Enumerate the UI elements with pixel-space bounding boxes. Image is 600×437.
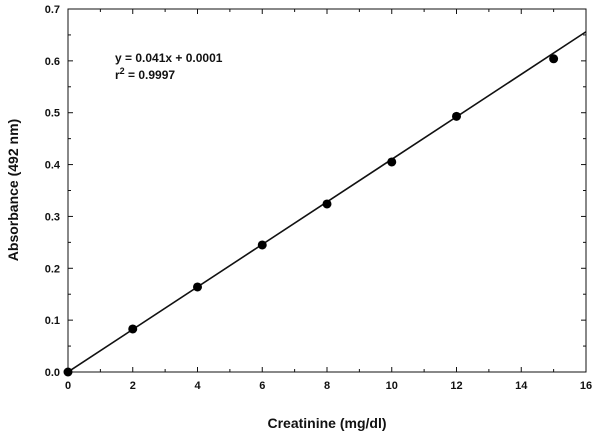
data-point <box>452 111 461 121</box>
x-tick-label: 16 <box>580 380 592 392</box>
y-tick-label: 0.1 <box>45 315 60 327</box>
r2-prefix: r <box>115 68 120 82</box>
y-tick-label: 0.3 <box>45 211 60 223</box>
y-tick-label: 0.2 <box>45 263 60 275</box>
y-axis-label: Absorbance (492 nm) <box>5 119 21 261</box>
x-tick-label: 4 <box>194 380 201 392</box>
r2-value: = 0.9997 <box>125 68 176 82</box>
data-point <box>193 282 202 292</box>
y-tick-label: 0.5 <box>45 108 60 120</box>
x-tick-label: 8 <box>324 380 330 392</box>
data-point <box>257 240 267 250</box>
r2-superscript: 2 <box>120 66 125 76</box>
x-tick-label: 6 <box>259 380 265 392</box>
equation-annotation: y = 0.041x + 0.0001 <box>115 51 223 65</box>
x-tick-label: 2 <box>130 380 136 392</box>
y-tick-label: 0.7 <box>45 4 60 16</box>
data-point <box>322 199 332 209</box>
x-axis-label: Creatinine (mg/dl) <box>267 415 386 431</box>
data-point <box>549 54 559 64</box>
x-tick-label: 0 <box>65 380 71 392</box>
data-point <box>63 367 73 377</box>
data-point <box>128 324 138 334</box>
r2-annotation: r2 = 0.9997 <box>115 66 175 82</box>
data-point <box>387 157 397 167</box>
x-tick-label: 14 <box>515 380 528 392</box>
x-axis: 0 2 4 6 8 10 12 14 16 <box>65 9 592 392</box>
y-tick-label: 0.4 <box>45 160 61 172</box>
y-tick-label: 0.6 <box>45 56 60 68</box>
data-points <box>63 54 559 377</box>
x-tick-label: 12 <box>450 380 462 392</box>
y-tick-label: 0.0 <box>45 367 60 379</box>
y-axis: 0.0 0.1 0.2 0.3 0.4 0.5 0.6 0.7 <box>45 4 586 379</box>
x-tick-label: 10 <box>386 380 398 392</box>
